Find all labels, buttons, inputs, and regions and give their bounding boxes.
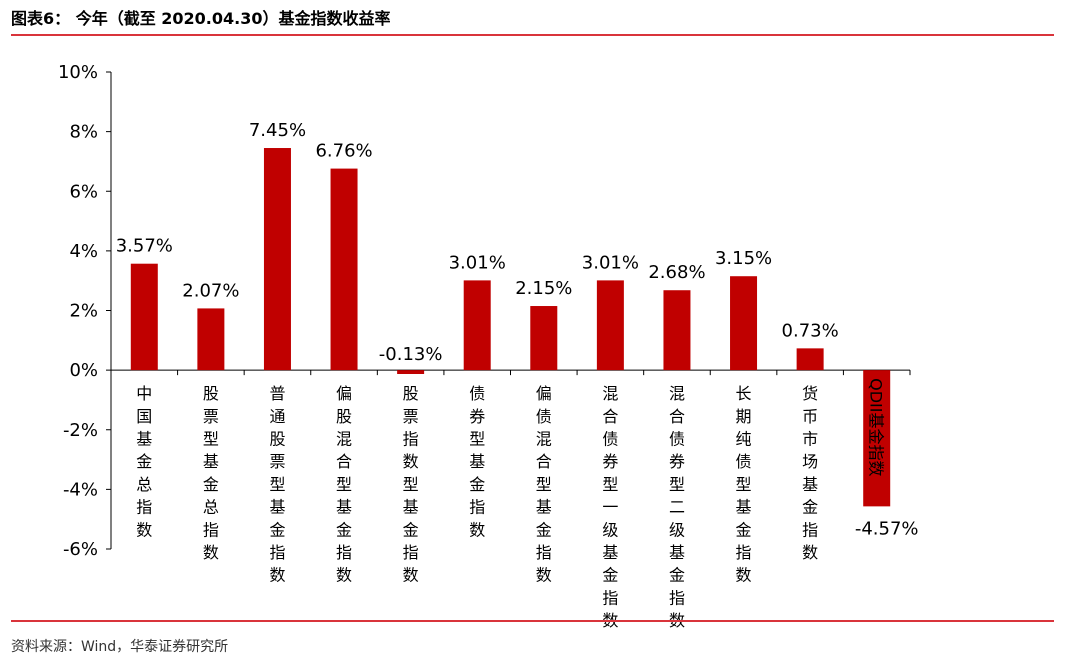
data-label: 7.45% [249, 120, 306, 141]
y-tick-label: 2% [69, 301, 98, 322]
category-label: QDII基金指数 [867, 378, 886, 476]
data-label: 3.15% [715, 248, 772, 269]
bar [197, 308, 225, 371]
data-label: 3.01% [449, 252, 506, 273]
bar [796, 348, 824, 371]
category-label: 债券型基金指数 [469, 384, 485, 539]
figure-title: 图表6： 今年（截至 2020.04.30）基金指数收益率 [11, 9, 391, 28]
data-label: 0.73% [782, 320, 839, 341]
bar [730, 276, 758, 371]
category-label: 偏股混合型基金指数 [336, 384, 352, 585]
category-label: 普通股票型基金指数 [269, 384, 285, 585]
data-label: 2.07% [182, 280, 239, 301]
bottom-rule [11, 620, 1054, 622]
bar [863, 370, 891, 507]
bar [663, 290, 691, 371]
category-label: 股票型基金总指数 [203, 384, 219, 562]
y-tick-label: 0% [69, 360, 98, 381]
category-label: 股票指数型基金指数 [403, 384, 419, 585]
data-label: -4.57% [855, 518, 919, 539]
y-tick-label: 6% [69, 181, 98, 202]
y-tick-label: -2% [63, 420, 98, 441]
category-label: 混合债券型一级基金指数 [602, 384, 618, 630]
y-tick-label: 10% [58, 62, 98, 83]
bar [330, 168, 358, 371]
category-label: 偏债混合型基金指数 [536, 384, 552, 585]
category-label: 混合债券型二级基金指数 [669, 384, 685, 630]
data-label: 2.68% [648, 262, 705, 283]
bar [130, 263, 158, 371]
source-note: 资料来源：Wind，华泰证券研究所 [11, 639, 229, 655]
y-tick-label: 4% [69, 241, 98, 262]
y-tick-label: 8% [69, 122, 98, 143]
y-tick-label: -6% [63, 539, 98, 560]
category-label: 中国基金总指数 [136, 384, 152, 539]
top-rule [11, 34, 1054, 36]
data-label: 6.76% [315, 141, 372, 162]
bar [530, 306, 558, 371]
data-label: 2.15% [515, 278, 572, 299]
bar [596, 280, 624, 371]
y-tick-label: -4% [63, 479, 98, 500]
data-label: 3.57% [116, 236, 173, 257]
category-label: 货币市场基金指数 [802, 384, 818, 562]
data-label: -0.13% [379, 344, 443, 365]
bar [263, 148, 291, 371]
category-label: 长期纯债型基金指数 [736, 384, 752, 585]
data-label: 3.01% [582, 252, 639, 273]
bar [397, 370, 425, 375]
bar [463, 280, 491, 371]
